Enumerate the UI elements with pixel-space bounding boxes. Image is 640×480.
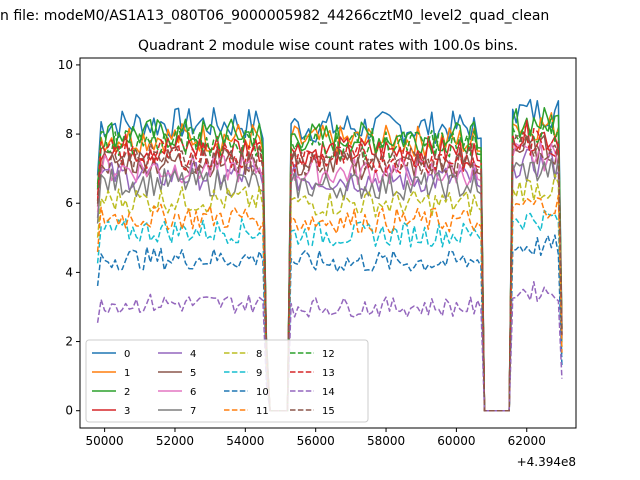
legend-label-11: 11 — [256, 406, 269, 417]
x-tick-label: 58000 — [367, 434, 405, 448]
plot-frame — [79, 57, 577, 429]
series-line-14 — [96, 280, 563, 412]
x-axis: 50000 52000 54000 56000 58000 60000 62000 — [86, 428, 546, 448]
y-tick-label: 8 — [65, 127, 73, 141]
series-line-15 — [96, 133, 563, 412]
legend-label-5: 5 — [190, 368, 196, 379]
x-tick-label: 62000 — [508, 434, 546, 448]
legend-label-1: 1 — [124, 368, 130, 379]
legend-label-14: 14 — [322, 387, 335, 398]
y-tick-label: 0 — [65, 404, 73, 418]
y-tick-label: 6 — [65, 196, 73, 210]
y-axis: 0 2 4 6 8 10 — [58, 58, 80, 418]
legend-label-0: 0 — [124, 349, 130, 360]
x-tick-label: 54000 — [226, 434, 264, 448]
legend-label-6: 6 — [190, 387, 196, 398]
legend-label-9: 9 — [256, 368, 262, 379]
x-tick-label: 52000 — [156, 434, 194, 448]
legend-label-12: 12 — [322, 349, 335, 360]
x-tick-label: 50000 — [86, 434, 124, 448]
legend-label-2: 2 — [124, 387, 130, 398]
legend-label-4: 4 — [190, 349, 196, 360]
x-offset-label: +4.394e8 — [517, 455, 576, 469]
legend-box — [85, 339, 369, 423]
legend-label-8: 8 — [256, 349, 262, 360]
x-tick-label: 56000 — [297, 434, 335, 448]
y-tick-label: 10 — [58, 58, 73, 72]
chart-title: Quadrant 2 module wise count rates with … — [138, 38, 518, 54]
y-tick-label: 4 — [65, 265, 73, 279]
figure-suptitle: n file: modeM0/AS1A13_080T06_9000005982_… — [0, 8, 549, 24]
legend-label-10: 10 — [256, 387, 269, 398]
x-tick-label: 60000 — [437, 434, 475, 448]
legend-label-15: 15 — [322, 406, 335, 417]
legend-label-13: 13 — [322, 368, 335, 379]
legend-label-3: 3 — [124, 406, 130, 417]
legend-label-7: 7 — [190, 406, 196, 417]
series-layer — [96, 98, 563, 412]
series-line-8 — [96, 173, 563, 412]
y-tick-label: 2 — [65, 335, 73, 349]
